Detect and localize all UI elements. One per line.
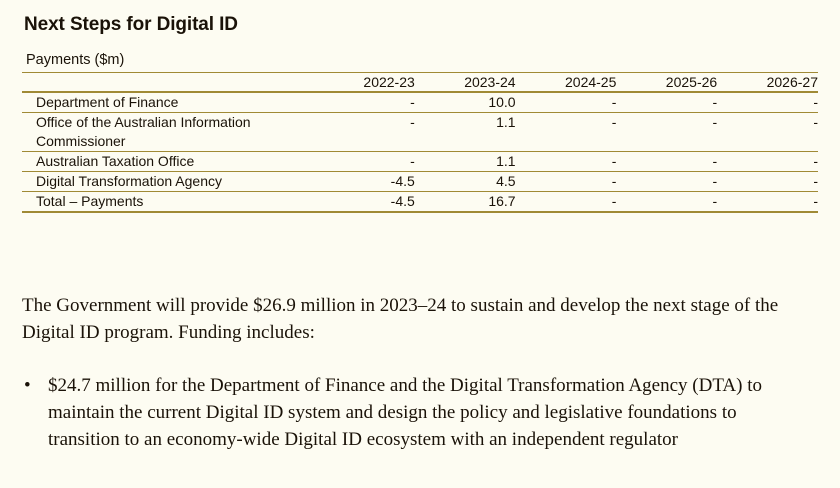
table-row: Digital Transformation Agency -4.5 4.5 -… <box>22 171 818 192</box>
column-header-2024-25: 2024-25 <box>565 74 617 90</box>
cell-value: - <box>515 171 617 192</box>
cell-value: 1.1 <box>414 151 516 172</box>
budget-table-section: Payments ($m) 2022-23 2023-24 2024-25 20… <box>22 52 818 213</box>
bullet-point-icon: • <box>24 375 31 396</box>
caption-rule <box>22 72 818 73</box>
cell-value: 4.5 <box>414 171 516 192</box>
column-header-2025-26: 2025-26 <box>665 74 718 90</box>
cell-value: -4.5 <box>314 171 415 192</box>
cell-value: - <box>314 151 415 172</box>
cell-value: - <box>314 112 415 152</box>
column-header-2023-24: 2023-24 <box>464 74 516 90</box>
table-bottom-rule <box>22 211 818 213</box>
cell-value: 16.7 <box>414 191 516 211</box>
page-title: Next Steps for Digital ID <box>24 14 238 35</box>
cell-value: - <box>717 112 818 152</box>
cell-value: - <box>616 91 718 113</box>
cell-value: - <box>717 91 818 113</box>
cell-value: -4.5 <box>314 191 415 211</box>
row-label-australian-taxation-office: Australian Taxation Office <box>22 151 314 172</box>
table-body: Department of Finance - 10.0 - - - Offic… <box>22 91 818 211</box>
cell-value: - <box>717 171 818 192</box>
cell-value: - <box>515 112 617 152</box>
column-header-2026-27: 2026-27 <box>766 74 818 90</box>
cell-value: - <box>616 112 718 152</box>
row-label-total-payments: Total – Payments <box>22 191 314 211</box>
intro-paragraph: The Government will provide $26.9 millio… <box>22 295 779 343</box>
row-label-digital-transformation-agency: Digital Transformation Agency <box>22 171 314 192</box>
row-label-office-of-the-australian-information-commissioner: Office of the Australian Information Com… <box>22 112 314 152</box>
table-row: Australian Taxation Office - 1.1 - - - <box>22 151 818 172</box>
column-header-2022-23: 2022-23 <box>363 74 415 90</box>
column-header-label <box>22 73 314 92</box>
cell-value: - <box>515 151 617 172</box>
cell-value: - <box>314 91 415 113</box>
cell-value: 10.0 <box>414 91 516 113</box>
cell-value: - <box>515 191 617 211</box>
funding-bullet-list: • $24.7 million for the Department of Fi… <box>22 372 812 453</box>
cell-value: 1.1 <box>414 112 516 152</box>
row-label-department-of-finance: Department of Finance <box>22 91 314 113</box>
cell-value: - <box>616 191 718 211</box>
cell-value: - <box>515 91 617 113</box>
table-header-row: 2022-23 2023-24 2024-25 2025-26 2026-27 <box>22 73 818 92</box>
cell-value: - <box>717 151 818 172</box>
table-header: 2022-23 2023-24 2024-25 2025-26 2026-27 <box>22 73 818 92</box>
table-row-total: Total – Payments -4.5 16.7 - - - <box>22 191 818 211</box>
budget-table: 2022-23 2023-24 2024-25 2025-26 2026-27 … <box>22 73 818 211</box>
list-item-text: $24.7 million for the Department of Fina… <box>48 375 763 450</box>
body-copy: The Government will provide $26.9 millio… <box>22 292 812 453</box>
cell-value: - <box>616 171 718 192</box>
cell-value: - <box>616 151 718 172</box>
cell-value: - <box>717 191 818 211</box>
table-row: Department of Finance - 10.0 - - - <box>22 91 818 113</box>
table-row: Office of the Australian Information Com… <box>22 112 818 152</box>
table-caption: Payments ($m) <box>26 52 125 68</box>
list-item: • $24.7 million for the Department of Fi… <box>22 372 808 453</box>
